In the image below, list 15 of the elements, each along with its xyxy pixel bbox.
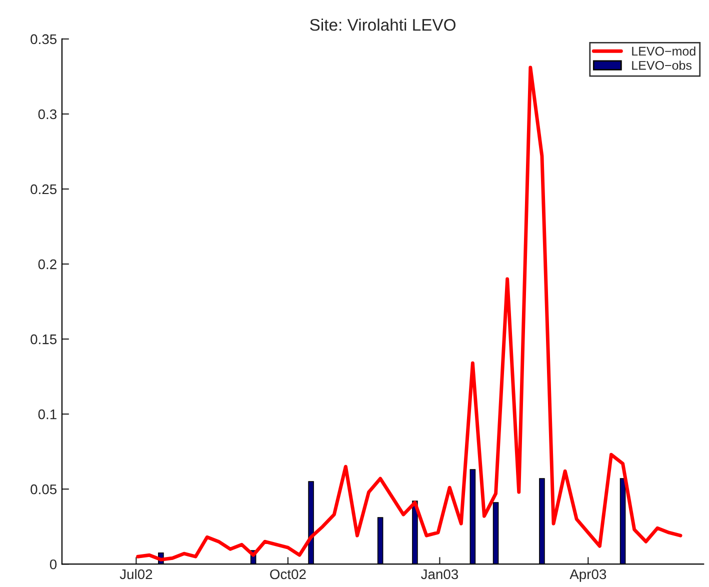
x-tick-label: Jul02: [120, 568, 152, 580]
y-tick-label: 0.1: [38, 409, 56, 420]
x-tick-label: Oct02: [270, 569, 306, 580]
x-tick-label: Jan03: [420, 569, 458, 580]
legend-label: LEVO−mod: [632, 46, 696, 56]
chart-title: Site: Virolahti LEVO: [310, 18, 456, 31]
legend-label: LEVO−obs: [632, 60, 692, 70]
y-tick-label: 0.2: [38, 259, 56, 270]
y-tick-label: 0.15: [30, 334, 57, 344]
y-tick-label: 0: [50, 559, 57, 570]
y-tick-label: 0.25: [30, 184, 57, 194]
y-tick-label: 0.3: [38, 109, 56, 120]
x-tick-label: Apr03: [570, 569, 606, 582]
y-tick-label: 0.05: [30, 484, 57, 494]
y-tick-label: 0.35: [30, 34, 57, 44]
